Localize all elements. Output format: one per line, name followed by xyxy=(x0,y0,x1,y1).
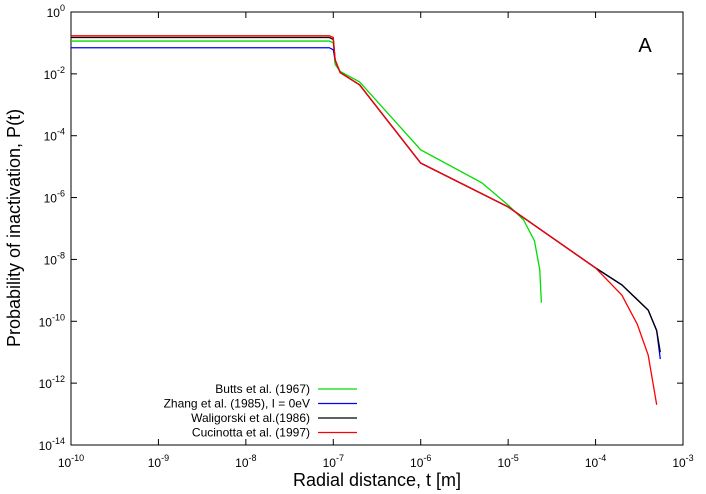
tick-label: 10-6 xyxy=(410,453,431,470)
tick-label: 10-10 xyxy=(39,312,65,329)
y-axis-title: Probability of inactivation, P(t) xyxy=(4,109,24,347)
tick-base: 10 xyxy=(44,192,58,206)
tick-base: 10 xyxy=(44,130,58,144)
tick-base: 10 xyxy=(410,456,424,470)
tick-label: 10-8 xyxy=(44,250,65,267)
legend-label: Butts et al. (1967) xyxy=(215,382,310,396)
panel-label: A xyxy=(638,35,652,57)
series-line xyxy=(71,35,658,405)
tick-base: 10 xyxy=(497,456,511,470)
tick-exponent: -3 xyxy=(686,453,694,463)
legend-label: Zhang et al. (1985), I = 0eV xyxy=(164,397,310,411)
tick-exponent: 0 xyxy=(60,3,65,13)
tick-base: 10 xyxy=(44,68,58,82)
tick-base: 10 xyxy=(58,456,72,470)
tick-base: 10 xyxy=(323,456,337,470)
tick-label: 10-4 xyxy=(44,127,65,144)
tick-label: 10-9 xyxy=(148,453,169,470)
x-axis-title: Radial distance, t [m] xyxy=(293,470,461,490)
tick-label: 10-7 xyxy=(323,453,344,470)
tick-exponent: -8 xyxy=(249,453,257,463)
tick-exponent: -10 xyxy=(52,312,65,322)
tick-label: 100 xyxy=(47,3,65,20)
tick-exponent: -9 xyxy=(161,453,169,463)
tick-base: 10 xyxy=(672,456,686,470)
tick-label: 10-5 xyxy=(497,453,518,470)
tick-exponent: -2 xyxy=(57,65,65,75)
tick-exponent: -6 xyxy=(57,189,65,199)
tick-label: 10-4 xyxy=(585,453,606,470)
tick-base: 10 xyxy=(235,456,249,470)
tick-label: 10-2 xyxy=(44,65,65,82)
tick-base: 10 xyxy=(39,315,53,329)
tick-label: 10-12 xyxy=(39,374,65,391)
plot-frame xyxy=(70,11,684,446)
tick-exponent: -7 xyxy=(336,453,344,463)
tick-exponent: -5 xyxy=(511,453,519,463)
tick-exponent: -6 xyxy=(423,453,431,463)
tick-label: 10-6 xyxy=(44,189,65,206)
tick-exponent: -8 xyxy=(57,250,65,260)
tick-base: 10 xyxy=(47,6,61,20)
tick-label: 10-10 xyxy=(58,453,84,470)
tick-label: 10-3 xyxy=(672,453,693,470)
tick-label: 10-8 xyxy=(235,453,256,470)
legend-label: Waligorski et al.(1986) xyxy=(191,411,310,425)
tick-exponent: -12 xyxy=(52,374,65,384)
tick-base: 10 xyxy=(585,456,599,470)
tick-label: 10-14 xyxy=(39,436,65,453)
tick-exponent: -10 xyxy=(71,453,84,463)
tick-base: 10 xyxy=(39,377,53,391)
tick-exponent: -14 xyxy=(52,436,65,446)
series-line xyxy=(71,36,661,353)
tick-base: 10 xyxy=(39,439,53,453)
legend-label: Cucinotta et al. (1997) xyxy=(192,426,310,440)
series-line xyxy=(71,47,661,360)
tick-exponent: -4 xyxy=(598,453,606,463)
tick-base: 10 xyxy=(148,456,162,470)
tick-base: 10 xyxy=(44,253,58,267)
tick-exponent: -4 xyxy=(57,127,65,137)
series-line xyxy=(71,40,543,303)
